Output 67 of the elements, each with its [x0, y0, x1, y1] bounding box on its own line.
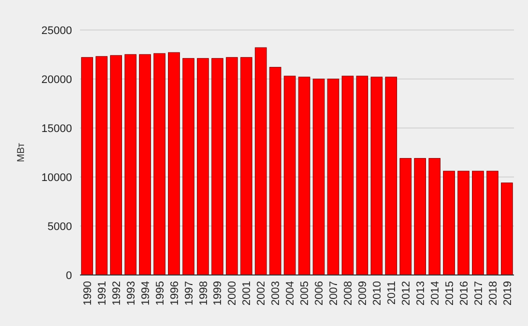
x-tick-label: 1995 — [154, 281, 166, 306]
x-tick-label: 2003 — [270, 281, 282, 306]
x-tick-label: 2005 — [299, 281, 312, 306]
bar — [182, 58, 194, 276]
x-tick-label: 2014 — [429, 281, 442, 306]
bar — [400, 158, 412, 276]
bar — [284, 76, 296, 276]
bar — [196, 58, 209, 276]
bar — [96, 56, 108, 276]
bar — [342, 76, 354, 276]
bar — [312, 78, 325, 276]
x-tick-label: 2016 — [458, 281, 470, 306]
bar — [124, 54, 136, 276]
bar — [414, 158, 426, 276]
bar — [458, 170, 470, 276]
bar — [81, 57, 94, 276]
y-tick-label: 0 — [66, 270, 72, 282]
bar — [486, 170, 498, 276]
bar — [139, 54, 151, 276]
bar — [168, 52, 180, 276]
x-tick-label: 1991 — [96, 281, 108, 306]
x-tick-label: 2004 — [284, 281, 297, 306]
y-tick-label: 20000 — [41, 74, 72, 86]
bar — [428, 158, 440, 276]
bar — [154, 53, 166, 276]
x-tick-label: 2001 — [241, 281, 254, 306]
x-tick-label: 1999 — [212, 281, 224, 306]
x-tick-label: 2009 — [356, 281, 369, 306]
bar — [443, 170, 455, 276]
x-tick-label: 2000 — [226, 281, 239, 306]
bar — [226, 57, 238, 276]
x-tick-label: 1998 — [198, 281, 210, 306]
x-tick-label: 1993 — [125, 281, 138, 306]
x-tick-label: 2018 — [487, 281, 500, 306]
bar — [211, 58, 224, 276]
bar — [269, 66, 282, 276]
x-tick-label: 2019 — [502, 281, 514, 306]
x-tick-label: 2008 — [342, 281, 355, 306]
x-tick-label: 2013 — [414, 281, 427, 306]
bar — [254, 47, 267, 276]
bar — [110, 55, 122, 276]
x-tick-label: 2011 — [386, 281, 398, 305]
x-tick-label: 2006 — [314, 281, 326, 306]
x-tick-label: 1990 — [82, 281, 94, 306]
x-tick-label: 2010 — [371, 281, 384, 306]
x-tick-label: 2002 — [256, 281, 268, 306]
bar — [240, 57, 252, 276]
bar — [472, 170, 484, 276]
bar — [385, 76, 398, 276]
x-tick-label: 1994 — [140, 281, 152, 306]
x-tick-label: 1992 — [110, 281, 123, 306]
y-tick-label: 15000 — [41, 122, 72, 135]
x-tick-label: 1996 — [168, 281, 181, 306]
y-tick-label: 25000 — [41, 24, 72, 37]
bar — [298, 76, 310, 276]
bar — [370, 76, 383, 276]
x-tick-label: 2012 — [400, 281, 412, 306]
x-tick-label: 1997 — [183, 281, 196, 306]
x-tick-label: 2007 — [328, 281, 340, 306]
bar — [356, 76, 368, 276]
bar — [327, 78, 340, 276]
y-axis-title: МВт — [16, 142, 27, 162]
bar — [500, 182, 513, 276]
x-tick-label: 2017 — [472, 281, 485, 306]
y-tick-label: 10000 — [41, 172, 72, 184]
y-tick-label: 5000 — [48, 220, 72, 233]
x-tick-label: 2015 — [444, 281, 456, 306]
